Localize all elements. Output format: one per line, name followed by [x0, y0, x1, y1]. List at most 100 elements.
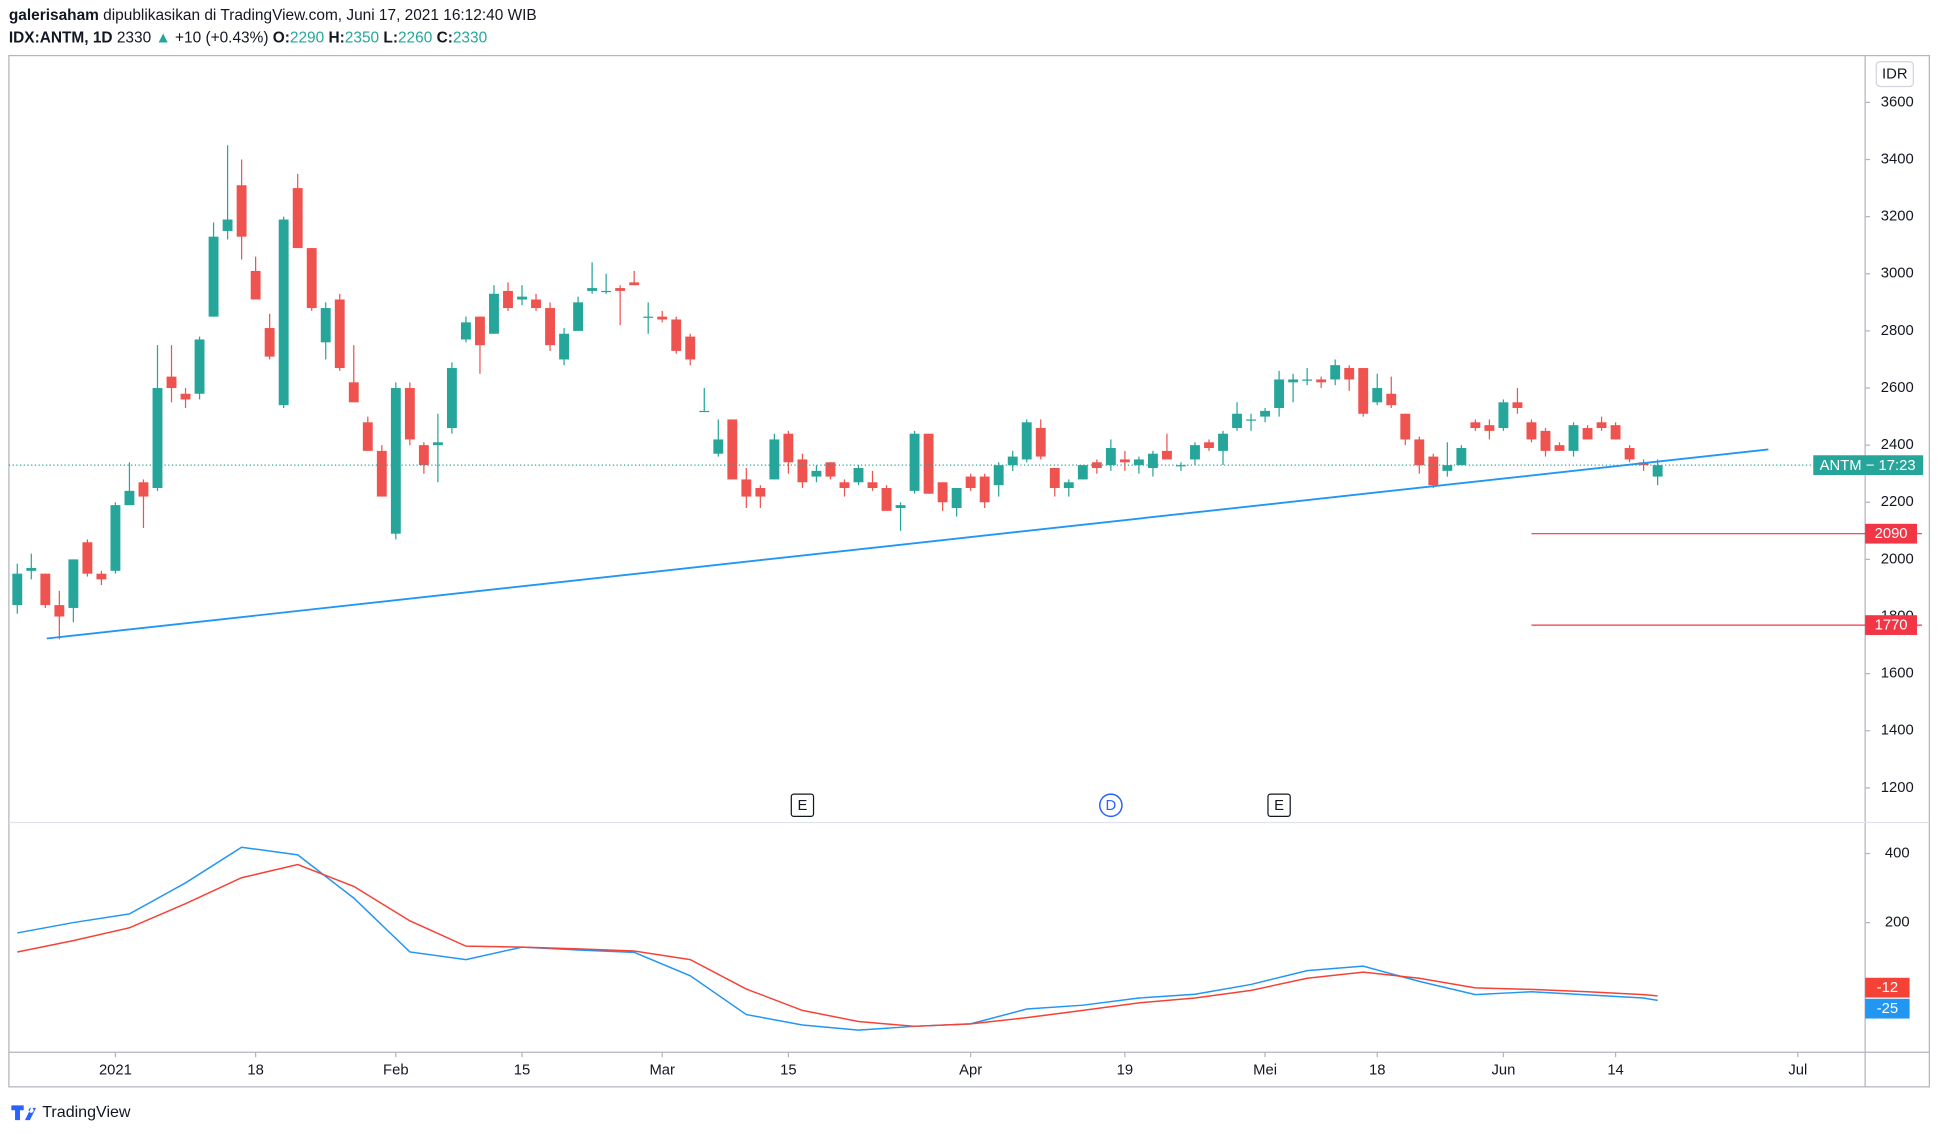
x-tick-label: Apr — [959, 1063, 982, 1079]
candle-body — [517, 296, 527, 300]
candle-body — [96, 573, 107, 580]
candle-body — [1007, 456, 1018, 466]
x-tick-label: Jul — [1788, 1063, 1807, 1079]
candle-body — [460, 322, 471, 340]
author: galerisaham — [9, 7, 99, 24]
candle-body — [180, 393, 191, 400]
candle-body — [1035, 428, 1046, 457]
level-tag — [1865, 523, 1918, 544]
y-tick-label: 400 — [1885, 845, 1910, 861]
candle-body — [1414, 439, 1425, 466]
currency-box — [1875, 61, 1914, 88]
candle-body — [1133, 459, 1144, 466]
value-tag — [1865, 977, 1910, 998]
close-label: C: — [437, 29, 453, 46]
candle-body — [1246, 419, 1256, 421]
candle-body — [1119, 459, 1130, 463]
candle-body — [40, 573, 51, 606]
event-marker — [1267, 793, 1291, 817]
candle-body — [797, 459, 808, 483]
candle-body — [769, 439, 780, 480]
x-tick-label: 18 — [1369, 1063, 1385, 1079]
candle-body — [1386, 393, 1397, 406]
low-value: 2260 — [398, 29, 432, 46]
header-line-1: galerisaham dipublikasikan di TradingVie… — [9, 7, 537, 24]
y-tick-label: 3000 — [1881, 266, 1914, 282]
indicator-line — [17, 846, 1658, 1031]
x-tick-label: Mei — [1253, 1063, 1277, 1079]
x-tick-label: 15 — [780, 1063, 796, 1079]
candle-body — [222, 219, 233, 231]
candle-body — [727, 419, 738, 480]
candle-body — [68, 559, 79, 608]
candle-body — [152, 388, 163, 488]
candle-body — [376, 450, 387, 497]
candle-body — [923, 433, 934, 494]
candle-body — [783, 433, 794, 463]
candle-body — [362, 422, 373, 451]
y-tick-label: 1600 — [1881, 666, 1914, 682]
candle-body — [811, 470, 822, 477]
last-close: 2330 — [117, 29, 151, 46]
value-tag — [1865, 998, 1910, 1019]
candle-body — [545, 308, 555, 346]
candle-body — [587, 288, 598, 291]
candle-body — [965, 476, 976, 488]
logo — [11, 1105, 37, 1121]
candle-body — [1049, 467, 1060, 488]
candle-body — [292, 188, 303, 249]
candle-body — [1428, 456, 1439, 486]
candle-body — [1610, 425, 1621, 440]
candle-body — [713, 439, 724, 454]
candle-body — [1021, 422, 1032, 460]
candle-body — [699, 410, 710, 413]
candle-body — [1540, 430, 1551, 451]
x-tick-label: Jun — [1491, 1063, 1515, 1079]
candle-body — [615, 288, 626, 291]
candle-body — [236, 185, 247, 237]
y-tick-label: 2400 — [1881, 437, 1914, 453]
candle-body — [250, 270, 261, 300]
candle-body — [1063, 482, 1074, 488]
candle-body — [1596, 422, 1607, 429]
candle-body — [1260, 410, 1271, 417]
candle-body — [909, 433, 920, 491]
candle-body — [839, 482, 850, 488]
change: +10 (+0.43%) — [175, 29, 268, 46]
candle-body — [895, 505, 906, 508]
last-price-tag — [1813, 455, 1924, 476]
candle-body — [671, 319, 682, 351]
x-tick-label: 15 — [514, 1063, 530, 1079]
candle-body — [1400, 413, 1411, 440]
candle-body — [979, 476, 990, 503]
candle-body — [418, 445, 429, 466]
last-price-tag-text: ANTM − 17:23 — [1820, 458, 1916, 474]
candle-body — [1176, 465, 1186, 467]
candle-body — [166, 376, 177, 389]
candle-body — [390, 388, 401, 534]
y-tick-label: 3600 — [1881, 94, 1914, 110]
candle-body — [643, 316, 654, 318]
candle-body — [489, 293, 499, 334]
candle-body — [404, 388, 415, 440]
candle-body — [825, 462, 836, 477]
y-tick-label: 2200 — [1881, 494, 1914, 510]
candle-body — [334, 299, 345, 369]
candle-body — [1470, 422, 1481, 429]
candle-body — [1484, 425, 1495, 431]
x-tick-label: 2021 — [99, 1063, 132, 1079]
y-tick-label: 200 — [1885, 915, 1910, 931]
candle-body — [951, 487, 962, 508]
candle-body — [12, 573, 23, 606]
frame — [8, 54, 1930, 1088]
candle-body — [1218, 433, 1228, 451]
high-value: 2350 — [345, 29, 379, 46]
candle-body — [194, 339, 205, 394]
candle-body — [306, 248, 317, 309]
event-marker — [1098, 793, 1123, 818]
candle-body — [1274, 379, 1285, 409]
open-label: O: — [273, 29, 290, 46]
candle-body — [278, 219, 289, 406]
x-tick-label: 18 — [247, 1063, 263, 1079]
candle-body — [348, 382, 359, 403]
